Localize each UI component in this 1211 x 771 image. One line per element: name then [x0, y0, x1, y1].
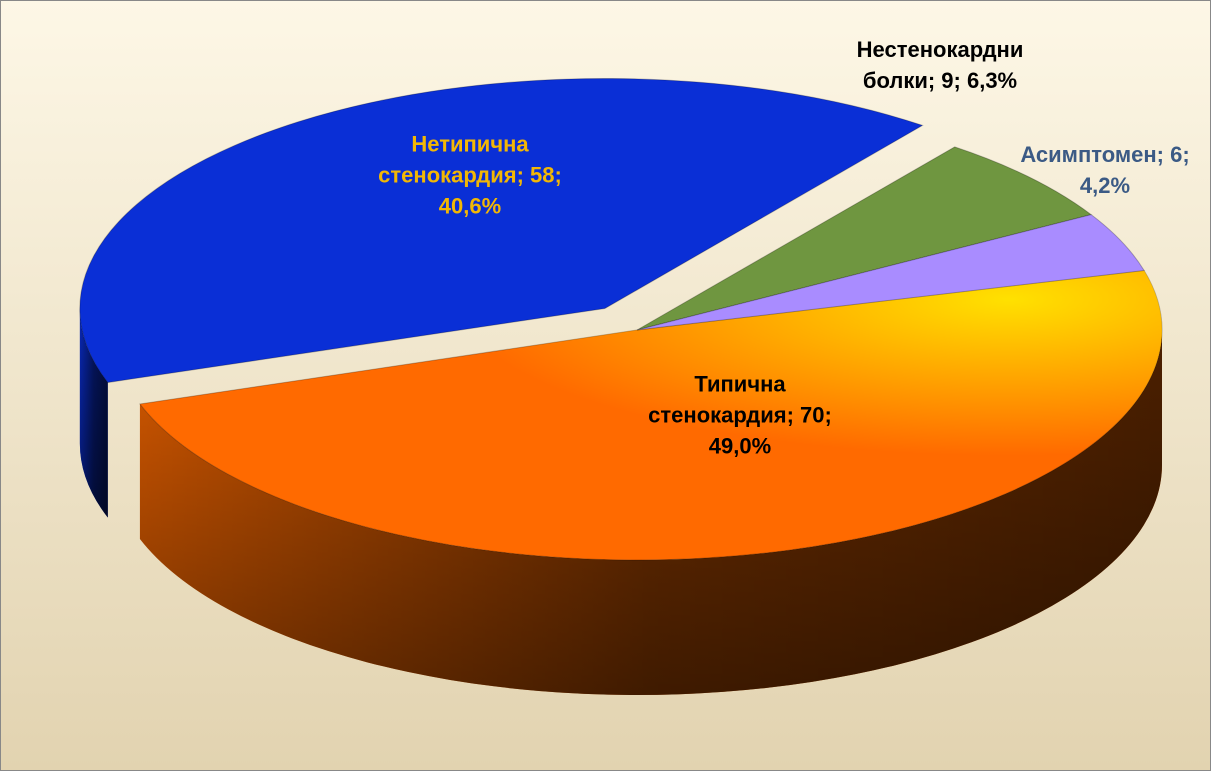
data-label: Нестенокардни болки; 9; 6,3% — [856, 37, 1024, 93]
slice — [79, 77, 924, 384]
slice — [636, 214, 1145, 331]
slice — [636, 146, 1093, 331]
data-label: Нетипична стенокардия; 58; 40,6% — [378, 131, 562, 219]
data-label: Типична стенокардия; 70; 49,0% — [648, 371, 832, 459]
slice-side-shade — [139, 330, 1162, 695]
slice-shine — [139, 270, 1163, 561]
data-label: Асимптомен; 6; 4,2% — [1020, 142, 1190, 198]
slice-side-shade — [79, 308, 108, 518]
